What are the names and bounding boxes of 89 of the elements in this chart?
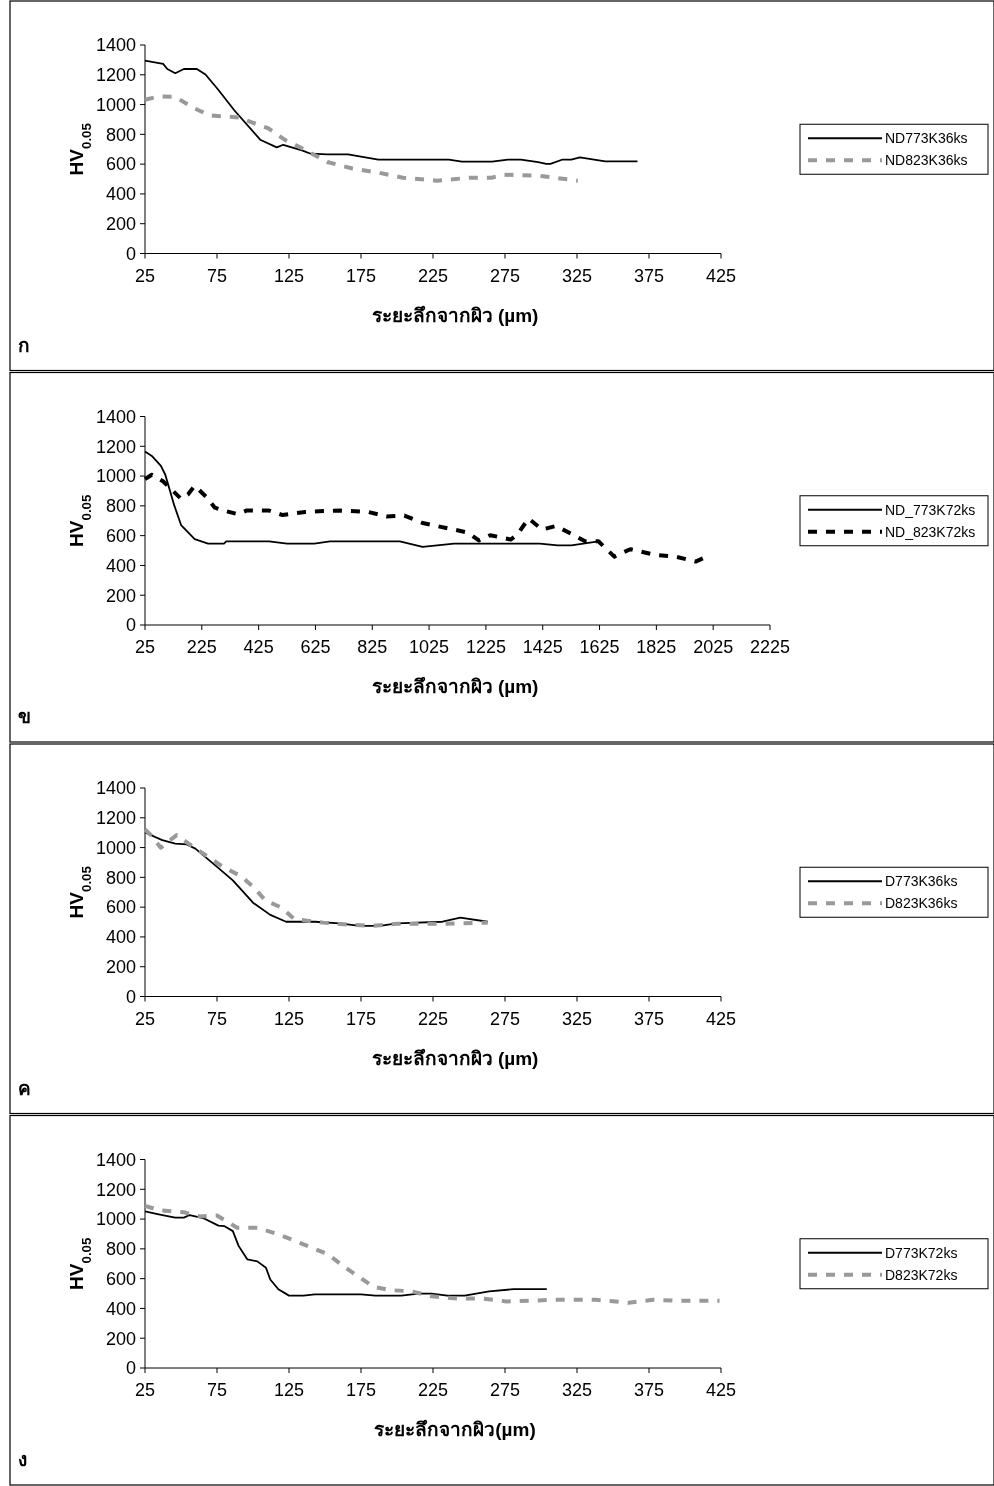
x-tick-label: 325 — [561, 1380, 593, 1400]
x-tick-label: 1625 — [579, 637, 620, 657]
x-tick-label: 225 — [186, 637, 217, 657]
text: ก — [18, 334, 30, 356]
x-tick-label: 1825 — [636, 637, 677, 657]
y-tick-label: 1000 — [95, 1209, 136, 1230]
y-tick-label: 600 — [105, 1268, 136, 1289]
x-axis-title: ระยะลึกจากผิว (µm) — [371, 1047, 539, 1069]
x-tick-label: 275 — [489, 265, 521, 286]
x-tick-label: 425 — [705, 1380, 737, 1400]
y-tick-label: 1200 — [95, 808, 136, 829]
text: ค — [18, 1077, 31, 1099]
x-tick-label: 1025 — [409, 637, 450, 657]
x-tick-label: 275 — [489, 1380, 521, 1400]
x-tick-label: 75 — [206, 1008, 228, 1029]
x-tick-label: 275 — [489, 1008, 521, 1029]
x-axis-title: ระยะลึกจากผิว(µm) — [374, 1419, 536, 1440]
x-tick-label: 2225 — [749, 637, 791, 657]
x-tick-label: 25 — [134, 1380, 156, 1400]
y-tick-label: 800 — [105, 124, 136, 145]
y-tick-label: 400 — [105, 1298, 136, 1319]
x-tick-label: 225 — [417, 1008, 449, 1029]
y-tick-label: 800 — [105, 867, 136, 888]
x-tick-label: 125 — [273, 1008, 305, 1029]
x-tick-label: 825 — [357, 637, 388, 657]
text: ND_823K72ks — [885, 523, 976, 540]
y-tick-label: 0 — [125, 615, 136, 636]
y-tick-label: 400 — [105, 555, 136, 576]
y-tick-label: 0 — [125, 986, 136, 1007]
y-tick-label: 1000 — [95, 837, 136, 858]
y-tick-label: 1200 — [95, 436, 136, 457]
y-tick-label: 200 — [105, 585, 136, 606]
y-tick-label: 200 — [105, 214, 136, 235]
x-tick-label: 175 — [345, 265, 377, 286]
x-tick-label: 375 — [633, 1380, 665, 1400]
x-tick-label: 175 — [345, 1380, 377, 1400]
text: ND773K36ks — [885, 130, 968, 147]
x-tick-label: 225 — [417, 265, 449, 286]
text: ข — [18, 706, 31, 727]
y-tick-label: 1400 — [95, 778, 136, 799]
y-tick-label: 600 — [105, 897, 136, 918]
text: ND823K36ks — [885, 152, 968, 169]
text: D823K36ks — [885, 895, 958, 912]
y-tick-label: 1400 — [95, 35, 136, 56]
x-tick-label: 75 — [206, 1380, 228, 1400]
y-tick-label: 200 — [105, 957, 136, 978]
x-axis-title: ระยะลึกจากผิว (µm) — [371, 676, 539, 697]
x-tick-label: 225 — [417, 1380, 449, 1400]
x-tick-label: 325 — [561, 265, 593, 286]
y-tick-label: 0 — [125, 243, 136, 264]
y-tick-label: 1000 — [95, 94, 136, 115]
y-tick-label: 1400 — [95, 1149, 136, 1170]
y-tick-label: 200 — [105, 1328, 136, 1349]
line-series — [143, 94, 580, 183]
y-tick-label: 400 — [105, 184, 136, 205]
x-tick-label: 375 — [633, 1008, 665, 1029]
y-tick-label: 1400 — [95, 406, 136, 427]
x-tick-label: 375 — [633, 265, 665, 286]
line-series — [143, 1203, 722, 1305]
y-tick-label: 600 — [105, 154, 136, 175]
x-tick-label: 25 — [134, 637, 156, 657]
x-tick-label: 175 — [345, 1008, 377, 1029]
y-tick-label: 800 — [105, 1239, 136, 1260]
text: D823K72ks — [885, 1266, 958, 1283]
x-tick-label: 2025 — [693, 637, 734, 657]
y-tick-label: 800 — [105, 496, 136, 517]
x-tick-label: 425 — [243, 637, 274, 657]
x-tick-label: 25 — [134, 265, 156, 286]
text: D773K72ks — [885, 1244, 958, 1261]
x-axis-title: ระยะลึกจากผิว (µm) — [371, 304, 539, 326]
x-tick-label: 1225 — [465, 637, 506, 657]
x-tick-label: 125 — [273, 1380, 305, 1400]
x-tick-label: 1425 — [522, 637, 563, 657]
x-tick-label: 75 — [206, 265, 228, 286]
y-tick-label: 0 — [125, 1358, 136, 1379]
x-tick-label: 425 — [705, 265, 737, 286]
x-tick-label: 325 — [561, 1008, 593, 1029]
text: ND_773K72ks — [885, 501, 976, 518]
y-tick-label: 1200 — [95, 1179, 136, 1200]
y-tick-label: 1000 — [95, 466, 136, 487]
y-tick-label: 400 — [105, 927, 136, 948]
y-tick-label: 600 — [105, 525, 136, 546]
x-tick-label: 25 — [134, 1008, 156, 1029]
y-tick-label: 1200 — [95, 65, 136, 86]
text: ง — [18, 1449, 27, 1470]
x-tick-label: 625 — [300, 637, 331, 657]
x-tick-label: 425 — [705, 1008, 737, 1029]
text: D773K36ks — [885, 873, 958, 890]
x-tick-label: 125 — [273, 265, 305, 286]
